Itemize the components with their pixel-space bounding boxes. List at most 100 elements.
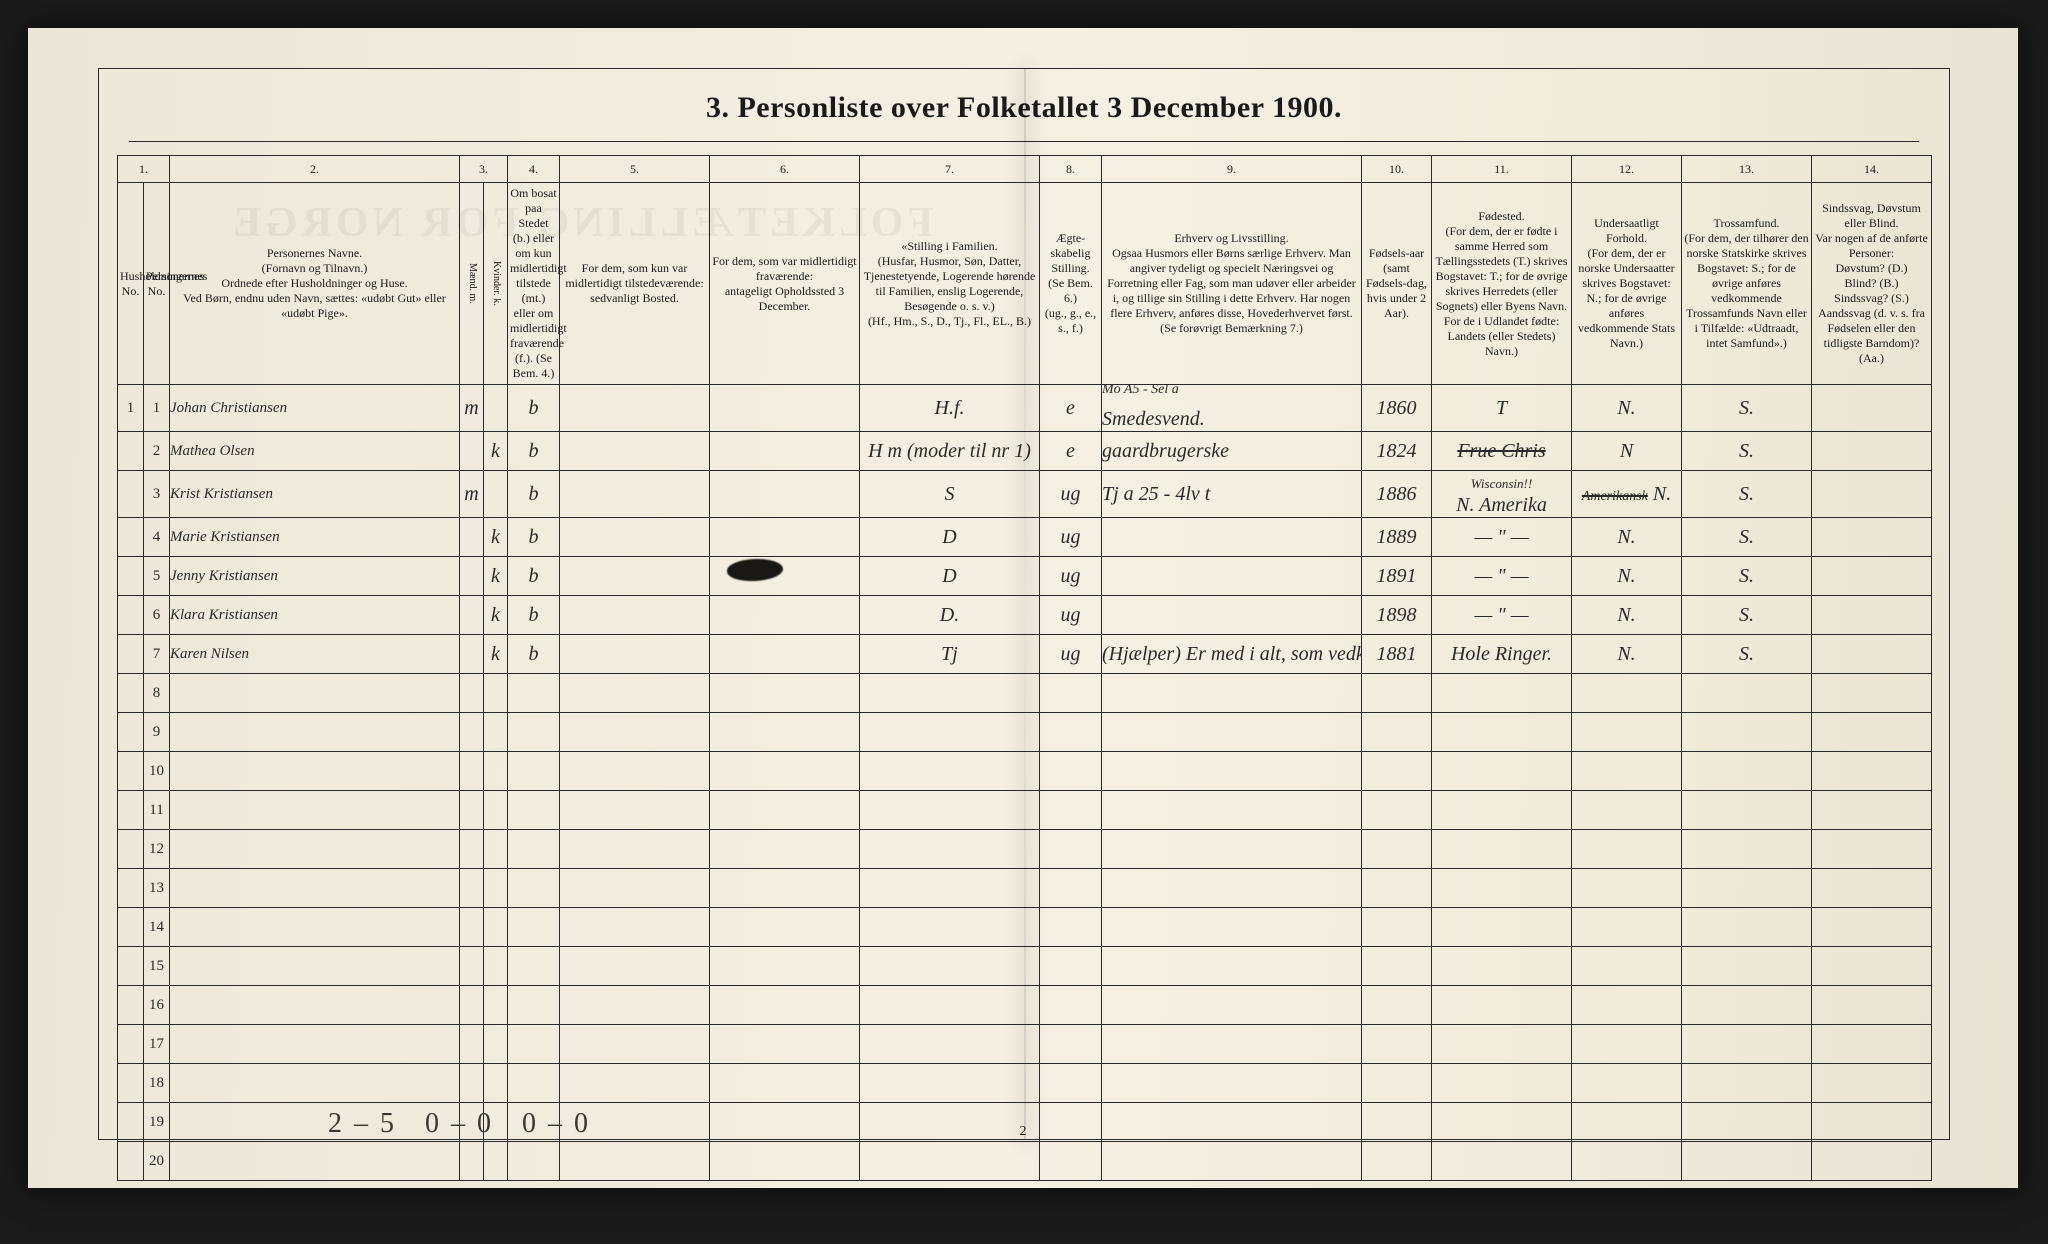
empty-cell bbox=[1812, 1142, 1932, 1181]
empty-cell bbox=[1362, 791, 1432, 830]
empty-cell bbox=[460, 986, 484, 1025]
disability bbox=[1812, 596, 1932, 635]
religion: S. bbox=[1682, 471, 1812, 518]
col-num: 12. bbox=[1572, 156, 1682, 183]
birthplace: Wisconsin!!N. Amerika bbox=[1432, 471, 1572, 518]
empty-cell bbox=[1040, 674, 1102, 713]
empty-cell bbox=[560, 947, 710, 986]
person-num: 19 bbox=[144, 1103, 170, 1142]
person-num: 20 bbox=[144, 1142, 170, 1181]
empty-cell bbox=[1102, 947, 1362, 986]
sex-k: k bbox=[484, 432, 508, 471]
empty-cell bbox=[1682, 791, 1812, 830]
empty-cell bbox=[710, 947, 860, 986]
empty-cell bbox=[560, 986, 710, 1025]
col-header: Undersaatligt Forhold.(For dem, der er n… bbox=[1572, 183, 1682, 385]
person-num: 13 bbox=[144, 869, 170, 908]
religion: S. bbox=[1682, 432, 1812, 471]
empty-cell bbox=[170, 1025, 460, 1064]
col-header: Personernes No. bbox=[144, 183, 170, 385]
empty-cell bbox=[860, 908, 1040, 947]
hh-num bbox=[118, 947, 144, 986]
empty-cell bbox=[1102, 986, 1362, 1025]
family-pos: Tj bbox=[860, 635, 1040, 674]
empty-cell bbox=[1432, 986, 1572, 1025]
birth-year: 1886 bbox=[1362, 471, 1432, 518]
family-pos: D bbox=[860, 557, 1040, 596]
nationality: N bbox=[1572, 432, 1682, 471]
empty-cell bbox=[1102, 1025, 1362, 1064]
empty-cell bbox=[1812, 674, 1932, 713]
empty-cell bbox=[1432, 752, 1572, 791]
col-header: Personernes Navne.(Fornavn og Tilnavn.)O… bbox=[170, 183, 460, 385]
sex-k: k bbox=[484, 596, 508, 635]
col-num: 1. bbox=[118, 156, 170, 183]
person-name: Jenny Kristiansen bbox=[170, 557, 460, 596]
empty-cell bbox=[484, 713, 508, 752]
empty-cell bbox=[1682, 674, 1812, 713]
empty-cell bbox=[710, 791, 860, 830]
empty-cell bbox=[1572, 713, 1682, 752]
empty-cell bbox=[710, 869, 860, 908]
person-name: Marie Kristiansen bbox=[170, 518, 460, 557]
empty-cell bbox=[1040, 752, 1102, 791]
empty-cell bbox=[1812, 908, 1932, 947]
residence: b bbox=[508, 635, 560, 674]
scanned-page: FOLKETÆLLING FOR NORGE 3. Personliste ov… bbox=[28, 28, 2018, 1188]
hh-num bbox=[118, 908, 144, 947]
empty-cell bbox=[508, 1064, 560, 1103]
person-num: 12 bbox=[144, 830, 170, 869]
person-name: Johan Christiansen bbox=[170, 385, 460, 432]
sex-m: m bbox=[460, 385, 484, 432]
empty-cell bbox=[1362, 869, 1432, 908]
empty-cell bbox=[1040, 869, 1102, 908]
empty-cell bbox=[460, 791, 484, 830]
religion: S. bbox=[1682, 635, 1812, 674]
empty-cell bbox=[710, 1142, 860, 1181]
empty-cell bbox=[170, 752, 460, 791]
family-pos: H m (moder til nr 1) bbox=[860, 432, 1040, 471]
person-num: 10 bbox=[144, 752, 170, 791]
table-row: 20 bbox=[118, 1142, 1932, 1181]
empty-cell bbox=[1102, 1103, 1362, 1142]
empty-cell bbox=[484, 674, 508, 713]
person-num: 18 bbox=[144, 1064, 170, 1103]
empty-cell bbox=[1040, 1142, 1102, 1181]
occupation bbox=[1102, 518, 1362, 557]
person-num: 3 bbox=[144, 471, 170, 518]
residence: b bbox=[508, 596, 560, 635]
col-header: Ægte-skabelig Stilling.(Se Bem. 6.)(ug.,… bbox=[1040, 183, 1102, 385]
empty-cell bbox=[1040, 1103, 1102, 1142]
empty-cell bbox=[1040, 1025, 1102, 1064]
hh-num: 1 bbox=[118, 385, 144, 432]
empty-cell bbox=[1682, 1142, 1812, 1181]
empty-cell bbox=[1102, 869, 1362, 908]
empty-cell bbox=[560, 713, 710, 752]
hh-num bbox=[118, 518, 144, 557]
empty-cell bbox=[1572, 791, 1682, 830]
empty-cell bbox=[1812, 1025, 1932, 1064]
empty-cell bbox=[484, 1142, 508, 1181]
empty-cell bbox=[1572, 752, 1682, 791]
col-header: «Stilling i Familien.(Husfar, Husmor, Sø… bbox=[860, 183, 1040, 385]
col-num: 10. bbox=[1362, 156, 1432, 183]
birth-year: 1889 bbox=[1362, 518, 1432, 557]
col-header: Erhverv og Livsstilling.Ogsaa Husmors el… bbox=[1102, 183, 1362, 385]
col-num: 9. bbox=[1102, 156, 1362, 183]
empty-cell bbox=[1682, 1064, 1812, 1103]
empty-cell bbox=[460, 752, 484, 791]
empty-cell bbox=[1432, 830, 1572, 869]
empty-cell bbox=[1432, 1103, 1572, 1142]
empty-cell bbox=[1572, 674, 1682, 713]
birth-year: 1881 bbox=[1362, 635, 1432, 674]
hh-num bbox=[118, 791, 144, 830]
col-header: Kvinder. k. bbox=[484, 183, 508, 385]
birth-year: 1824 bbox=[1362, 432, 1432, 471]
empty-cell bbox=[1362, 1142, 1432, 1181]
empty-cell bbox=[508, 752, 560, 791]
nationality: N. bbox=[1572, 385, 1682, 432]
empty-cell bbox=[1682, 869, 1812, 908]
temp-absent bbox=[710, 432, 860, 471]
person-name: Klara Kristiansen bbox=[170, 596, 460, 635]
empty-cell bbox=[460, 830, 484, 869]
